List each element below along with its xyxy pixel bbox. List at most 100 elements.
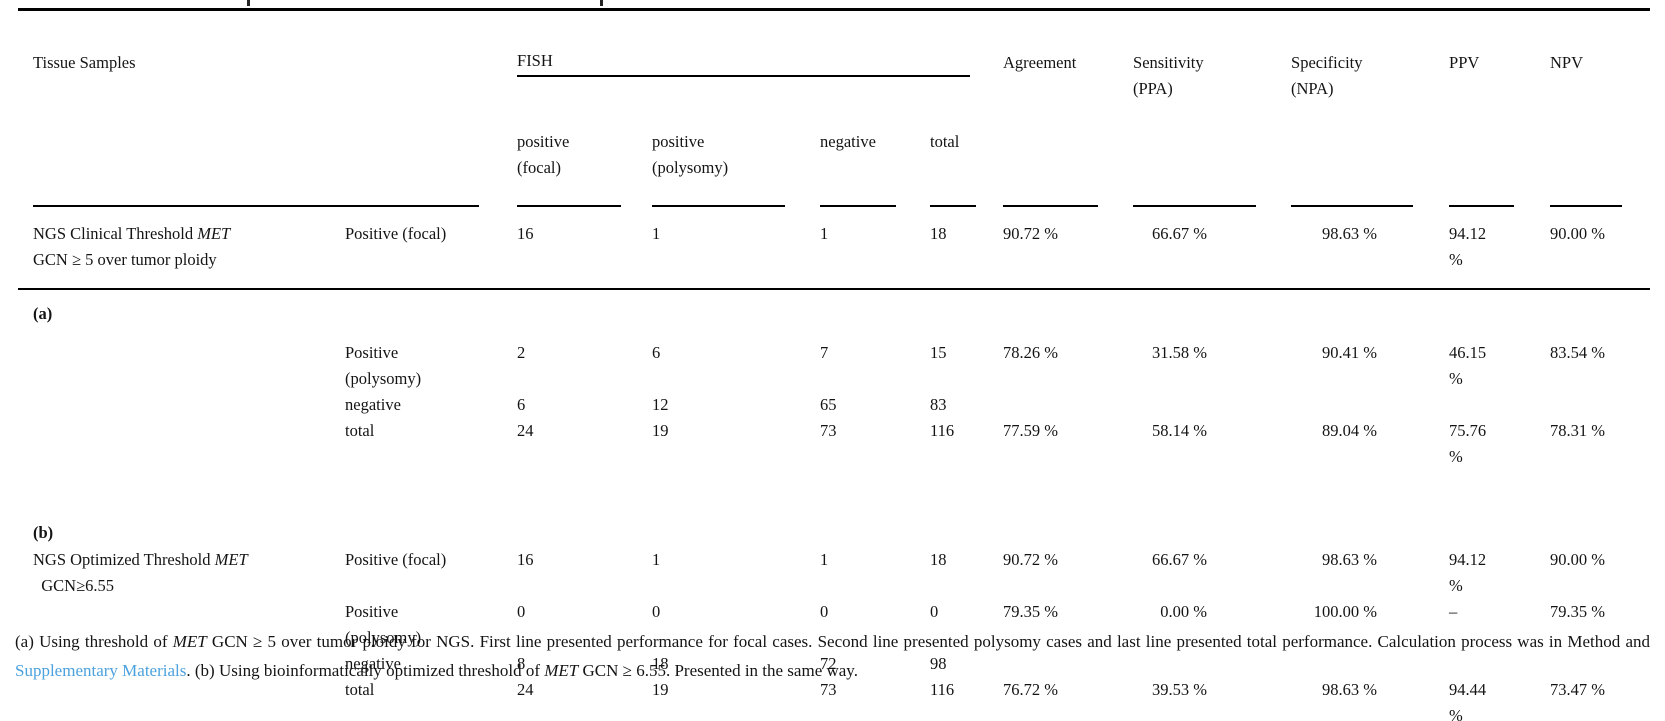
table-footnote: (a) Using threshold of MET GCN ≥ 5 over … (15, 627, 1650, 685)
cell-specificity: 98.63 % (1291, 207, 1450, 290)
cell-sensitivity: 39.53 % (1133, 677, 1292, 721)
cell-npv: 83.54 % (1550, 343, 1606, 362)
cell-fish-positive-focal: 2 (517, 343, 526, 362)
cell-sub-label: total (345, 677, 518, 721)
cell-sensitivity: 0.00 % (1160, 602, 1208, 621)
section-label-b: (b) (33, 523, 54, 542)
column-header-fish-negative: negative (820, 103, 930, 207)
cell-fish-positive-focal: 0 (517, 602, 526, 621)
cell-sub-label: total (345, 421, 375, 440)
cell-sensitivity: 66.67 % (1133, 207, 1292, 290)
cell-fish-total: 98 (930, 654, 947, 673)
header-rule-segment (33, 205, 479, 207)
cell-fish-negative: 1 (820, 207, 931, 290)
cell-specificity: 98.63 % (1291, 677, 1450, 721)
header-rule-segment (652, 205, 786, 207)
negative-label: negative (820, 132, 876, 151)
column-header-fish-positive-polysomy: positive (polysomy) (652, 103, 820, 207)
npv-label: NPV (1550, 53, 1584, 72)
cell-ppv: 75.76 % (1449, 421, 1487, 466)
column-header-fish-total: total (930, 103, 1003, 207)
cell-sub-label: Positive (focal) (345, 550, 447, 569)
cell-fish-positive-polysomy: 1 (652, 550, 661, 569)
supplementary-materials-link[interactable]: Supplementary Materials (15, 661, 187, 680)
cell-sub-label: Positive (polysomy) (345, 343, 422, 388)
column-header-tissue-samples: Tissue Samples (18, 10, 517, 207)
header-rule-segment (1291, 205, 1414, 207)
positive-polysomy-label: positive (polysomy) (652, 132, 729, 177)
column-header-fish-positive-focal: positive (focal) (517, 103, 652, 207)
cell-row-label (18, 418, 345, 520)
positive-focal-label: positive (focal) (517, 132, 570, 177)
specificity-label: Specificity (NPA) (1291, 53, 1363, 98)
cell-agreement: 76.72 % (1003, 677, 1134, 721)
table-row: Positive (polysomy) 0 0 0 0 79.35 % 0.00… (18, 599, 1650, 651)
cell-fish-positive-polysomy: 6 (652, 343, 661, 362)
cell-agreement (1003, 392, 1133, 418)
cell-fish-negative: 73 (820, 421, 837, 440)
clipped-caption-artifact (247, 0, 250, 6)
cell-fish-total: 18 (930, 207, 1004, 290)
cell-ppv (1449, 392, 1550, 418)
cell-row-label: NGS Optimized Threshold MET GCN≥6.55 (33, 550, 248, 595)
cell-ppv: 94.12 % (1449, 550, 1487, 595)
cell-npv: 90.00 % (1550, 207, 1651, 290)
cell-row-label (18, 677, 345, 721)
table-row: Positive (polysomy) 2 6 7 15 78.26 % 31.… (18, 340, 1650, 392)
table-row: (a) (18, 289, 1650, 340)
cell-fish-positive-polysomy: 1 (652, 207, 821, 290)
cell-fish-positive-polysomy: 12 (652, 395, 669, 414)
cell-ppv: 46.15 % (1449, 343, 1487, 388)
cell-row-label: NGS Clinical Threshold MET GCN ≥ 5 over … (18, 207, 345, 290)
cell-fish-positive-polysomy: 18 (652, 654, 669, 673)
cell-fish-positive-focal: 16 (517, 550, 534, 569)
table-row: NGS Optimized Threshold MET GCN≥6.55 Pos… (18, 547, 1650, 599)
column-header-sensitivity: Sensitivity (PPA) (1133, 10, 1291, 207)
cell-row-label (18, 392, 345, 418)
cell-specificity: 90.41 % (1322, 343, 1378, 362)
header-rule-segment (930, 205, 977, 207)
cell-specificity (1291, 392, 1449, 418)
cell-sub-label: Positive (polysomy) (345, 602, 422, 647)
cell-npv: 78.31 % (1550, 421, 1606, 440)
footnote-text-2: . (b) Using bioinformatically optimized … (186, 661, 858, 680)
cell-fish-negative: 0 (820, 602, 829, 621)
column-header-ppv: PPV (1449, 10, 1550, 207)
header-rule-segment (1550, 205, 1623, 207)
cell-fish-positive-polysomy: 0 (652, 602, 661, 621)
cell-fish-positive-focal: 16 (517, 207, 653, 290)
cell-fish-negative: 1 (820, 550, 829, 569)
cell-agreement: 78.26 % (1003, 343, 1059, 362)
cell-sub-label: Positive (focal) (345, 207, 518, 290)
table-row: total 24 19 73 116 76.72 % 39.53 % 98.63… (18, 677, 1651, 721)
cell-agreement: 90.72 % (1003, 550, 1059, 569)
table-row: total 24 19 73 116 77.59 % 58.14 % 89.04… (18, 418, 1650, 520)
cell-fish-positive-focal: 8 (517, 654, 526, 673)
cell-fish-positive-focal: 24 (517, 421, 534, 440)
column-header-agreement: Agreement (1003, 10, 1133, 207)
cell-npv: 79.35 % (1550, 602, 1606, 621)
cell-fish-total: 15 (930, 343, 947, 362)
cell-fish-positive-polysomy: 19 (652, 421, 669, 440)
cell-npv: 90.00 % (1550, 550, 1606, 569)
cell-specificity: 89.04 % (1322, 421, 1378, 440)
cell-fish-total: 116 (930, 421, 955, 440)
cell-fish-positive-focal: 24 (517, 677, 653, 721)
cell-npv: 73.47 % (1550, 677, 1651, 721)
cell-ppv: 94.44 % (1449, 677, 1551, 721)
cell-sub-label: negative (345, 395, 401, 414)
agreement-label: Agreement (1003, 53, 1077, 72)
tissue-samples-label: Tissue Samples (33, 53, 136, 72)
cell-fish-negative: 7 (820, 343, 829, 362)
total-label: total (930, 132, 960, 151)
clipped-caption-artifact (600, 0, 603, 6)
footnote-text-1: (a) Using threshold of MET GCN ≥ 5 over … (15, 632, 1650, 651)
header-rule-segment (1449, 205, 1515, 207)
table-row: NGS Clinical Threshold MET GCN ≥ 5 over … (18, 207, 1651, 290)
cell-fish-positive-polysomy: 19 (652, 677, 821, 721)
cell-ppv: 94.12 % (1449, 207, 1551, 290)
cell-fish-total: 0 (930, 602, 939, 621)
cell-agreement: 90.72 % (1003, 207, 1134, 290)
header-rule-segment (820, 205, 897, 207)
